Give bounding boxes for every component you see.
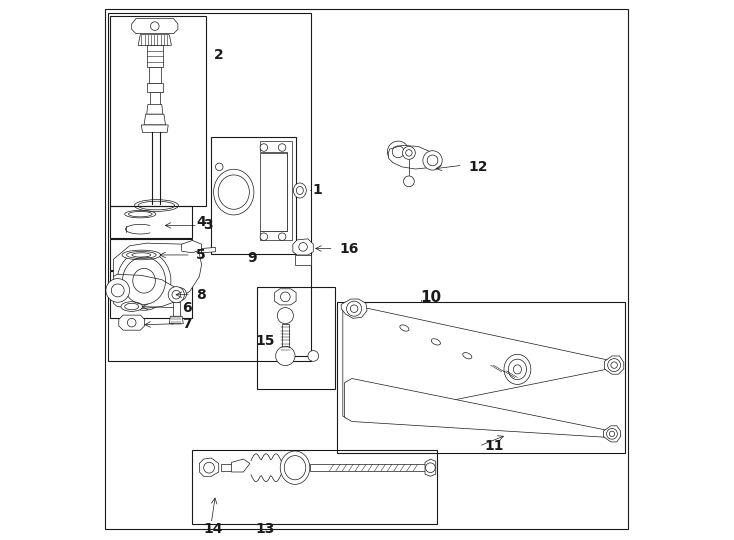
- Polygon shape: [425, 459, 436, 476]
- Circle shape: [276, 346, 295, 366]
- Text: 14: 14: [203, 522, 222, 536]
- Ellipse shape: [277, 308, 294, 323]
- Polygon shape: [388, 145, 436, 169]
- Polygon shape: [120, 300, 129, 308]
- Circle shape: [346, 301, 362, 316]
- Bar: [211, 137, 296, 254]
- Circle shape: [106, 279, 129, 302]
- Polygon shape: [147, 105, 163, 114]
- Circle shape: [404, 176, 414, 187]
- Circle shape: [278, 233, 286, 240]
- Circle shape: [308, 350, 319, 361]
- Polygon shape: [232, 459, 250, 472]
- Circle shape: [402, 146, 415, 159]
- Text: 1: 1: [312, 184, 322, 198]
- Polygon shape: [344, 379, 611, 437]
- Text: 6: 6: [181, 301, 192, 315]
- Text: 16: 16: [339, 241, 358, 255]
- Polygon shape: [172, 302, 180, 316]
- Circle shape: [150, 22, 159, 30]
- Ellipse shape: [280, 451, 310, 484]
- Polygon shape: [221, 464, 232, 471]
- Bar: [110, 206, 192, 238]
- Bar: [107, 13, 310, 361]
- Ellipse shape: [122, 250, 161, 260]
- Ellipse shape: [117, 251, 171, 310]
- Text: 8: 8: [196, 288, 206, 302]
- Polygon shape: [295, 255, 311, 265]
- Circle shape: [278, 144, 286, 151]
- Circle shape: [260, 144, 268, 151]
- Polygon shape: [200, 458, 219, 476]
- Polygon shape: [260, 153, 288, 231]
- Ellipse shape: [294, 183, 306, 198]
- Polygon shape: [275, 289, 296, 305]
- Bar: [257, 287, 335, 389]
- Ellipse shape: [121, 302, 142, 312]
- Circle shape: [606, 428, 617, 439]
- Text: 12: 12: [468, 160, 487, 174]
- Polygon shape: [605, 356, 624, 374]
- Polygon shape: [260, 141, 292, 240]
- Bar: [110, 16, 206, 206]
- Polygon shape: [138, 35, 172, 45]
- Polygon shape: [150, 92, 159, 105]
- Polygon shape: [170, 316, 184, 323]
- Polygon shape: [282, 323, 288, 350]
- Circle shape: [168, 287, 184, 303]
- Ellipse shape: [214, 169, 254, 215]
- Bar: [338, 302, 625, 453]
- Text: 3: 3: [203, 218, 213, 232]
- Polygon shape: [142, 125, 168, 132]
- Text: 11: 11: [484, 439, 504, 453]
- Polygon shape: [114, 274, 178, 309]
- Polygon shape: [147, 83, 163, 92]
- Bar: [110, 239, 192, 270]
- Circle shape: [216, 163, 223, 171]
- Bar: [192, 450, 437, 524]
- Polygon shape: [202, 247, 216, 253]
- Text: 2: 2: [214, 48, 224, 62]
- Polygon shape: [147, 45, 163, 67]
- Circle shape: [388, 141, 409, 163]
- Ellipse shape: [504, 354, 531, 384]
- Text: 10: 10: [421, 291, 442, 306]
- Circle shape: [174, 288, 186, 301]
- Bar: [110, 271, 192, 319]
- Text: 9: 9: [248, 251, 258, 265]
- Polygon shape: [343, 305, 614, 421]
- Polygon shape: [114, 243, 202, 300]
- Text: 15: 15: [255, 334, 275, 348]
- Text: 5: 5: [196, 248, 206, 262]
- Polygon shape: [341, 299, 367, 319]
- Circle shape: [608, 359, 620, 372]
- Text: 13: 13: [255, 522, 275, 536]
- Polygon shape: [293, 239, 313, 255]
- Polygon shape: [149, 67, 161, 83]
- Polygon shape: [144, 114, 166, 125]
- Polygon shape: [603, 426, 620, 442]
- Polygon shape: [131, 18, 178, 33]
- Polygon shape: [310, 464, 429, 471]
- Text: 7: 7: [181, 317, 192, 330]
- Circle shape: [260, 233, 268, 240]
- Polygon shape: [119, 315, 145, 330]
- Polygon shape: [181, 240, 202, 253]
- Text: 4: 4: [196, 215, 206, 228]
- Circle shape: [423, 151, 442, 170]
